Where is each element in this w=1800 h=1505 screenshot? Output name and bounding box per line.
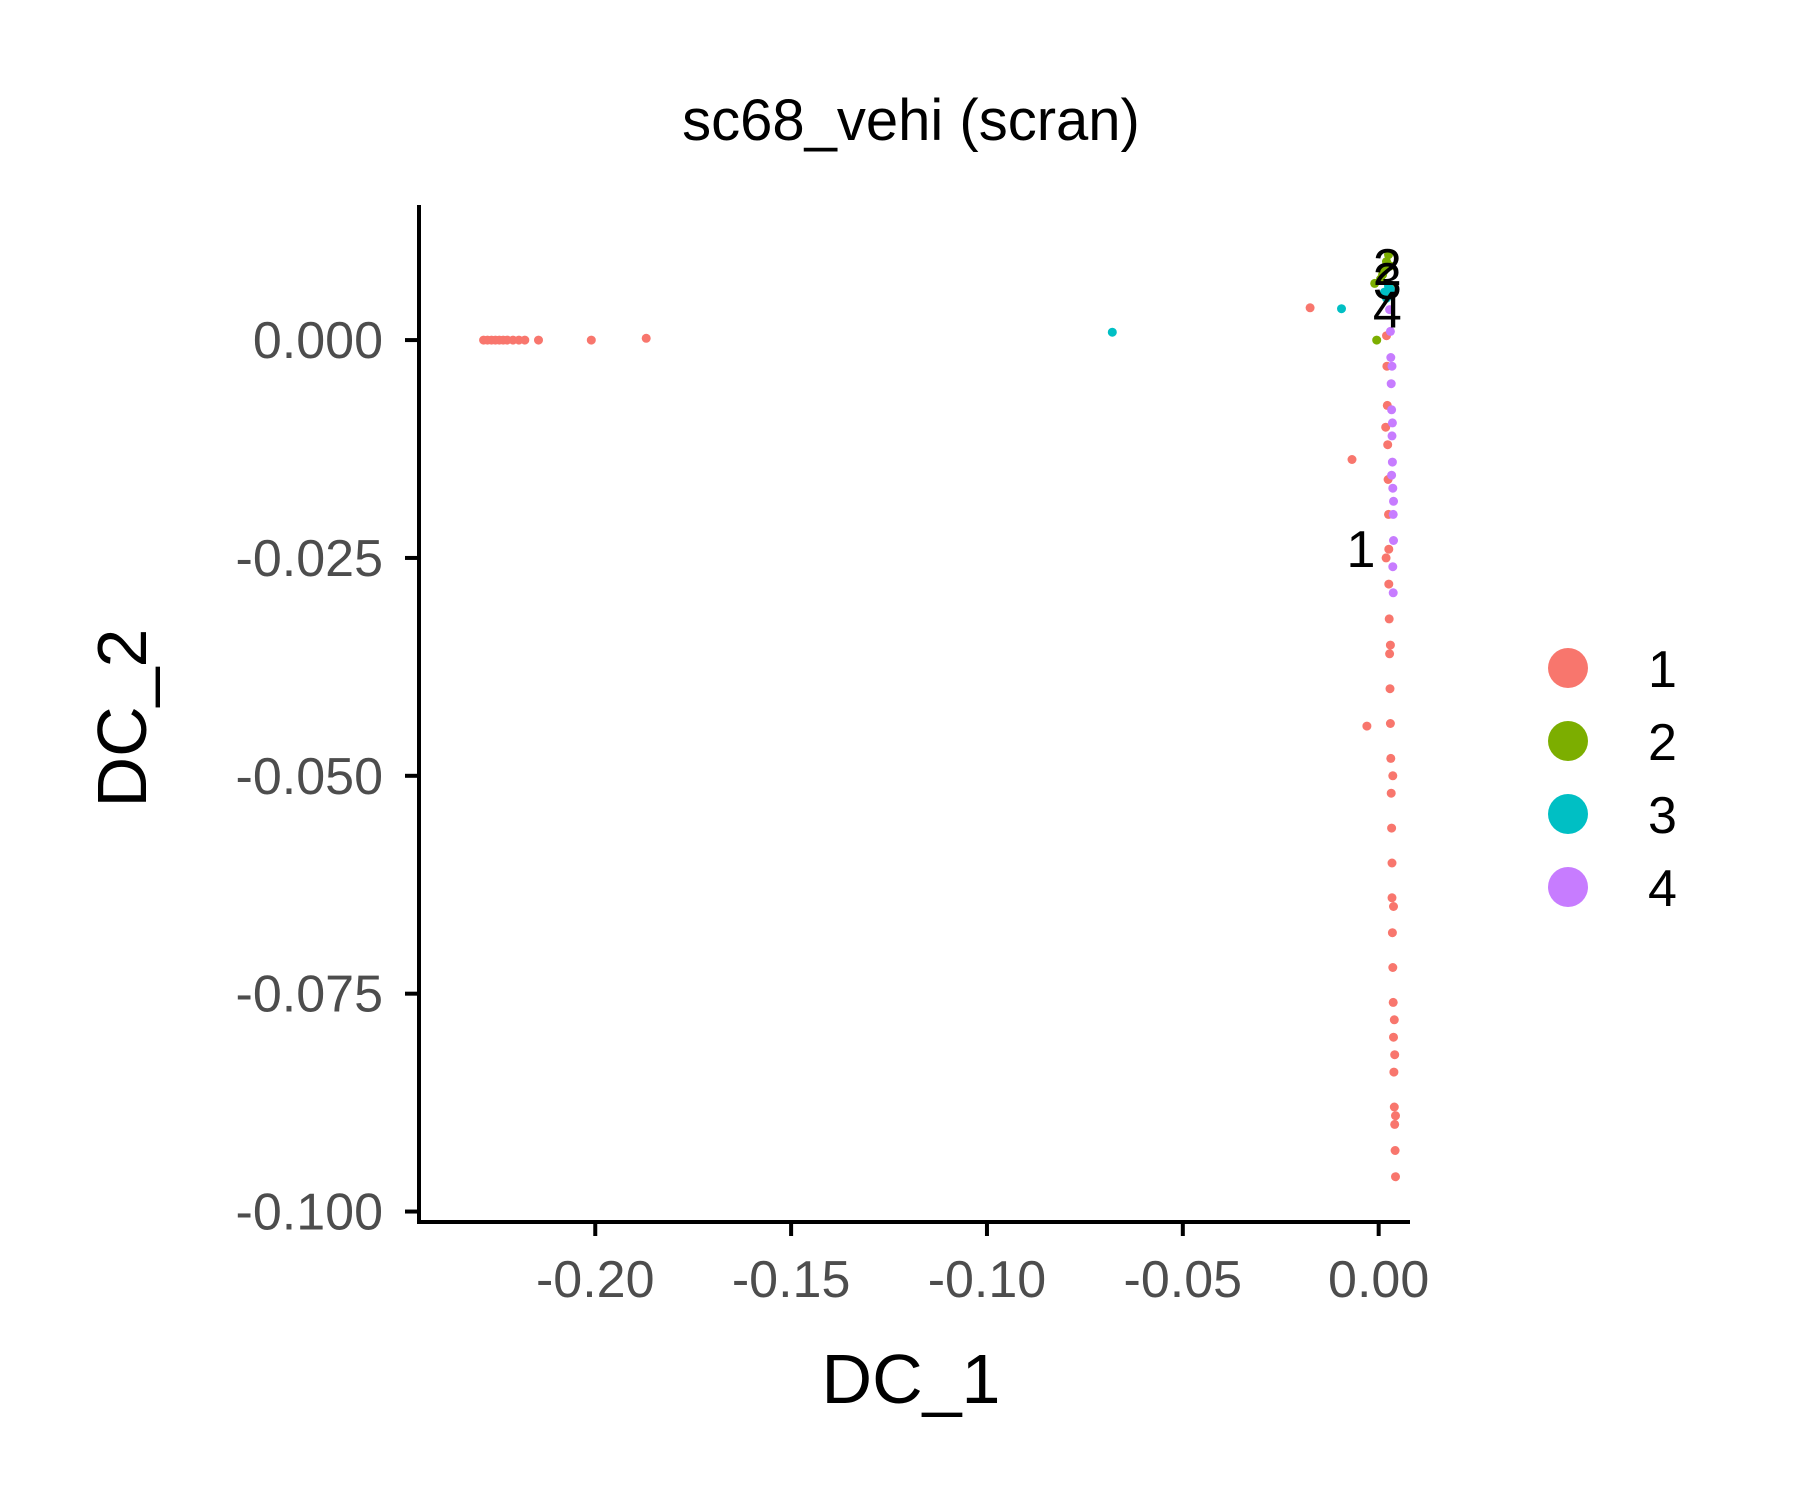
data-point-cluster-1 — [1381, 553, 1391, 563]
data-point-cluster-4 — [1386, 379, 1396, 389]
data-point-cluster-1 — [1305, 303, 1315, 313]
data-point-cluster-4 — [1388, 588, 1398, 598]
data-point-cluster-4 — [1385, 305, 1395, 315]
legend-key-4 — [1548, 867, 1588, 907]
data-point-cluster-1 — [1389, 1032, 1398, 1042]
data-point-cluster-2 — [1384, 250, 1393, 260]
data-point-cluster-4 — [1388, 509, 1398, 519]
cluster-label-4: 4 — [1373, 282, 1402, 340]
data-point-cluster-4 — [1385, 326, 1395, 336]
data-point-cluster-1 — [1385, 649, 1395, 659]
data-point-cluster-1 — [1389, 1067, 1399, 1077]
data-point-cluster-4 — [1387, 470, 1397, 480]
cluster-label-2: 2 — [1373, 239, 1402, 297]
data-point-cluster-4 — [1389, 496, 1398, 506]
data-point-cluster-2 — [1385, 261, 1395, 271]
data-point-cluster-1 — [1385, 684, 1395, 694]
data-point-cluster-1 — [1390, 1119, 1400, 1129]
data-point-cluster-1 — [1386, 753, 1396, 763]
data-point-cluster-1 — [1362, 721, 1372, 731]
data-point-cluster-4 — [1387, 457, 1397, 467]
y-tick-label: -0.025 — [236, 530, 383, 588]
legend-label-3: 3 — [1648, 787, 1677, 845]
data-point-cluster-3 — [1385, 285, 1395, 294]
data-point-cluster-1 — [641, 333, 651, 343]
data-point-cluster-1 — [586, 335, 596, 345]
x-axis-title: DC_1 — [822, 1340, 1001, 1418]
data-point-cluster-1 — [1383, 440, 1393, 450]
data-point-cluster-2 — [1378, 270, 1388, 280]
data-point-cluster-1 — [1391, 1111, 1400, 1121]
x-tick-label: -0.15 — [732, 1251, 851, 1309]
data-point-cluster-1 — [1387, 928, 1397, 938]
data-point-cluster-1 — [520, 335, 530, 345]
data-point-cluster-4 — [1387, 418, 1397, 428]
data-point-cluster-1 — [534, 335, 543, 345]
legend-label-2: 2 — [1648, 714, 1677, 772]
x-ticks-layer: -0.20 -0.15 -0.10 -0.05 0.00 — [536, 1222, 1429, 1309]
data-point-cluster-1 — [1384, 579, 1394, 589]
data-point-cluster-4 — [1387, 361, 1397, 371]
data-point-cluster-4 — [1387, 405, 1397, 415]
data-point-cluster-1 — [1347, 455, 1357, 464]
legend-key-2 — [1548, 721, 1588, 761]
data-point-cluster-1 — [1388, 963, 1398, 972]
data-point-cluster-1 — [1389, 1015, 1399, 1025]
data-point-cluster-3 — [1382, 293, 1391, 303]
data-point-cluster-3 — [1107, 327, 1117, 337]
data-point-cluster-1 — [1384, 544, 1394, 554]
data-point-cluster-4 — [1388, 562, 1398, 572]
data-point-cluster-4 — [1386, 353, 1396, 362]
data-point-cluster-1 — [1390, 1050, 1400, 1060]
legend-label-4: 4 — [1648, 860, 1677, 918]
data-point-cluster-1 — [1386, 788, 1396, 798]
legend-key-1 — [1548, 648, 1588, 688]
x-tick-label: -0.10 — [928, 1251, 1047, 1309]
cluster-label-layer: 1 234 — [1347, 239, 1402, 579]
data-point-cluster-1 — [1389, 1102, 1399, 1112]
data-point-cluster-1 — [1384, 614, 1394, 624]
data-point-cluster-1 — [1388, 771, 1398, 781]
data-point-cluster-1 — [1385, 640, 1395, 650]
data-point-cluster-2 — [1372, 335, 1382, 345]
x-tick-label: 0.00 — [1328, 1251, 1429, 1309]
x-tick-label: -0.20 — [536, 1251, 655, 1309]
data-point-cluster-3 — [1337, 304, 1346, 314]
x-tick-label: -0.05 — [1124, 1251, 1243, 1309]
cluster-label-1: 1 — [1347, 521, 1376, 579]
data-point-cluster-1 — [1387, 858, 1397, 868]
data-point-cluster-4 — [1389, 536, 1398, 545]
data-point-cluster-1 — [1389, 902, 1398, 911]
data-point-cluster-1 — [1381, 422, 1391, 432]
y-tick-label: -0.100 — [236, 1184, 383, 1242]
y-tick-label: -0.075 — [236, 966, 383, 1024]
data-point-cluster-1 — [1387, 893, 1397, 903]
y-tick-label: -0.050 — [236, 748, 383, 806]
data-point-cluster-1 — [1390, 1146, 1400, 1155]
points-layer — [479, 250, 1400, 1182]
data-point-cluster-1 — [1385, 719, 1395, 728]
cluster-label-3: 3 — [1373, 253, 1402, 311]
data-point-cluster-1 — [1387, 823, 1397, 833]
data-point-cluster-4 — [1387, 431, 1397, 441]
y-axis-title: DC_2 — [83, 629, 161, 808]
y-tick-label: 0.000 — [253, 312, 383, 370]
data-point-cluster-1 — [1391, 1172, 1400, 1182]
legend: 1 2 3 4 — [1548, 641, 1677, 918]
chart-title: sc68_vehi (scran) — [682, 88, 1140, 153]
data-point-cluster-4 — [1388, 483, 1398, 493]
y-ticks-layer: 0.000 -0.025 -0.050 -0.075 -0.100 — [236, 312, 419, 1242]
legend-key-3 — [1548, 794, 1588, 834]
data-point-cluster-1 — [1388, 997, 1398, 1007]
legend-label-1: 1 — [1648, 641, 1677, 699]
